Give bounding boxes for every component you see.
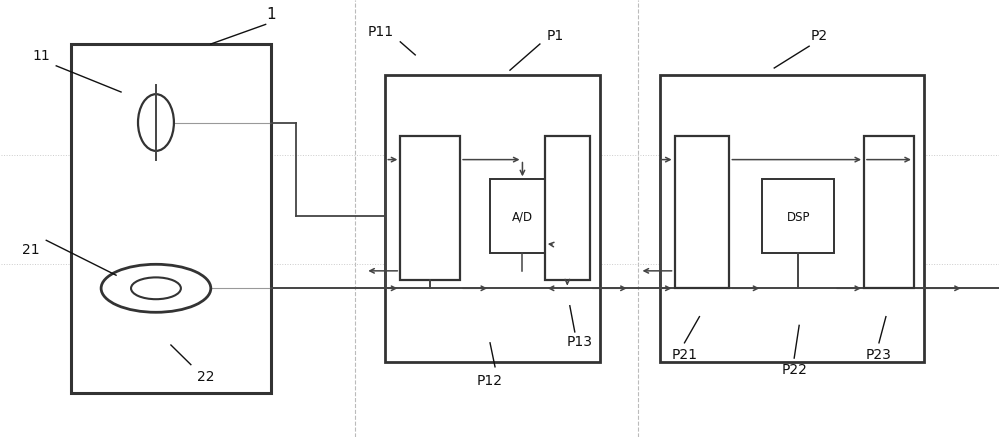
Bar	[545, 136, 590, 280]
Text: P2: P2	[811, 29, 828, 43]
Text: P23: P23	[866, 347, 892, 361]
Bar	[400, 136, 460, 280]
Text: A/D: A/D	[512, 210, 533, 223]
Bar	[864, 136, 914, 289]
Bar	[762, 180, 834, 254]
Bar	[385, 75, 600, 363]
Bar	[71, 45, 271, 393]
Text: 11: 11	[32, 49, 50, 63]
Text: P12: P12	[477, 373, 503, 387]
Text: P11: P11	[367, 25, 393, 39]
Text: P21: P21	[671, 347, 697, 361]
Bar	[675, 136, 729, 289]
Text: P1: P1	[546, 29, 563, 43]
Circle shape	[131, 278, 181, 300]
Circle shape	[101, 265, 211, 313]
Bar	[490, 180, 555, 254]
Text: 22: 22	[197, 369, 215, 383]
Ellipse shape	[138, 95, 174, 152]
Text: 21: 21	[22, 243, 40, 257]
Text: P22: P22	[781, 362, 807, 376]
Text: P13: P13	[567, 334, 593, 348]
Text: DSP: DSP	[786, 210, 810, 223]
Bar	[660, 75, 924, 363]
Text: 1: 1	[266, 7, 275, 22]
